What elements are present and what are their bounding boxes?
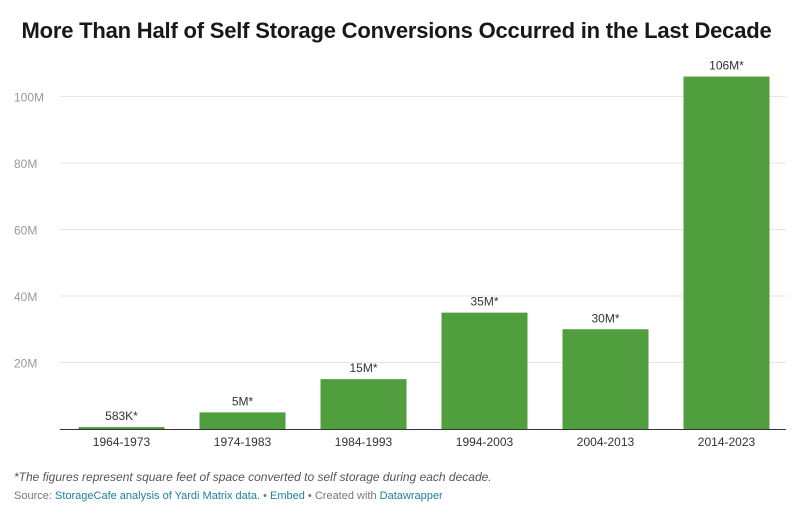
- embed-link[interactable]: Embed: [270, 490, 305, 502]
- bar-value-label: 35M*: [470, 295, 498, 309]
- bar-value-label: 583K*: [105, 409, 138, 423]
- source-label: Source:: [14, 490, 52, 502]
- source-link[interactable]: StorageCafe analysis of Yardi Matrix dat…: [54, 490, 261, 502]
- bar-value-label: 15M*: [349, 361, 377, 375]
- y-tick-label: 100M: [14, 91, 44, 105]
- y-tick-label: 80M: [14, 157, 37, 171]
- x-tick-label: 1974-1983: [214, 435, 272, 449]
- created-label: Created with: [314, 490, 377, 502]
- separator: •: [307, 490, 312, 502]
- bar-chart: 20M 40M 60M 80M 100M 583K* 1964-1973 5M* 1974-19…: [14, 59, 786, 449]
- separator: •: [263, 490, 267, 502]
- bar-value-label: 5M*: [232, 394, 254, 408]
- y-tick-label: 60M: [14, 224, 37, 238]
- source-line: Source: StorageCafe analysis of Yardi Ma…: [14, 490, 443, 502]
- bar: [320, 379, 407, 429]
- bar: [683, 76, 770, 430]
- x-tick-label: 2014-2023: [698, 435, 756, 449]
- y-tick-label: 40M: [14, 290, 37, 304]
- x-tick-label: 1964-1973: [93, 435, 151, 449]
- datawrapper-link[interactable]: Datawrapper: [379, 490, 443, 502]
- chart-title: More Than Half of Self Storage Conversio…: [21, 18, 772, 43]
- bar: [441, 312, 528, 429]
- x-tick-label: 2004-2013: [577, 435, 635, 449]
- chart-footnote: *The figures represent square feet of sp…: [14, 470, 492, 484]
- x-tick-label: 1994-2003: [456, 435, 514, 449]
- bar: [199, 412, 286, 429]
- bar-value-label: 106M*: [709, 59, 744, 73]
- bar: [562, 329, 649, 429]
- y-tick-label: 20M: [14, 357, 37, 371]
- bar: [78, 427, 165, 429]
- bar-value-label: 30M*: [591, 311, 619, 325]
- x-tick-label: 1984-1993: [335, 435, 393, 449]
